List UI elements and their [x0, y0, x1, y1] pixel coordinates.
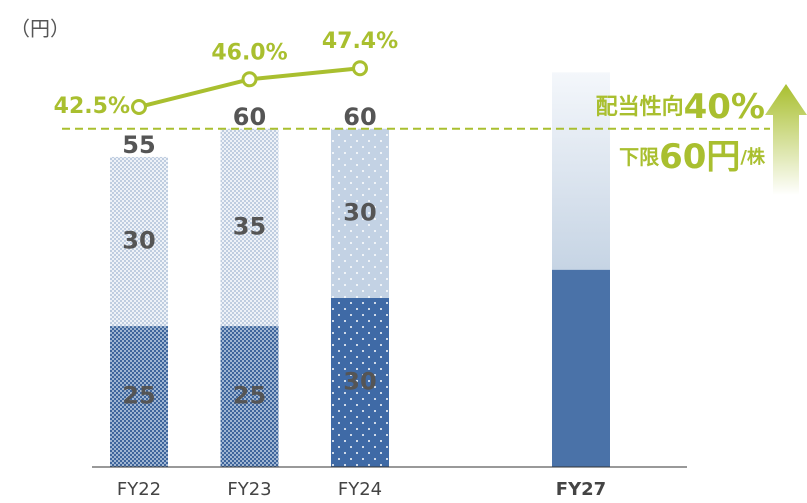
- bar-segment: [110, 326, 168, 467]
- annotation-text: /株: [740, 146, 766, 168]
- annotation-text: 60円: [659, 137, 740, 177]
- ratio-marker: [352, 60, 368, 77]
- ratio-label: 47.4%: [322, 29, 398, 54]
- data-label: 35: [233, 212, 266, 240]
- bar-segment: [552, 72, 610, 270]
- annotation: 下限60円/株: [619, 137, 766, 177]
- annotation-text: 40%: [684, 87, 765, 127]
- annotation-text: 下限: [619, 145, 659, 169]
- x-tick-label: FY22: [117, 479, 161, 500]
- bar-segment: [331, 297, 389, 467]
- ratio-label: 42.5%: [54, 94, 130, 119]
- data-label: 25: [122, 382, 155, 410]
- ratio-label: 46.0%: [211, 40, 287, 65]
- arrow: [765, 84, 807, 195]
- bar-segment: [220, 326, 279, 467]
- ratio-marker: [131, 98, 147, 115]
- unit-label: （円）: [10, 17, 70, 41]
- annotation-text: 配当性向: [596, 94, 684, 120]
- x-tick-label: FY24: [338, 479, 382, 500]
- bar-segment: [220, 128, 279, 327]
- total-label: 60: [343, 103, 376, 131]
- total-label: 55: [122, 131, 155, 159]
- bar-segment: [331, 128, 389, 298]
- data-label: 25: [233, 382, 266, 410]
- x-tick-label: FY23: [227, 479, 271, 500]
- ratio-marker: [241, 71, 258, 88]
- total-label: 60: [233, 103, 266, 131]
- x-tick-label: FY27: [556, 479, 606, 500]
- data-label: 30: [343, 198, 376, 226]
- annotation: 配当性向40%: [596, 87, 765, 127]
- bar-segment: [110, 156, 168, 327]
- data-label: 30: [122, 227, 155, 255]
- bar-segment: [552, 269, 610, 467]
- data-label: 30: [343, 367, 376, 395]
